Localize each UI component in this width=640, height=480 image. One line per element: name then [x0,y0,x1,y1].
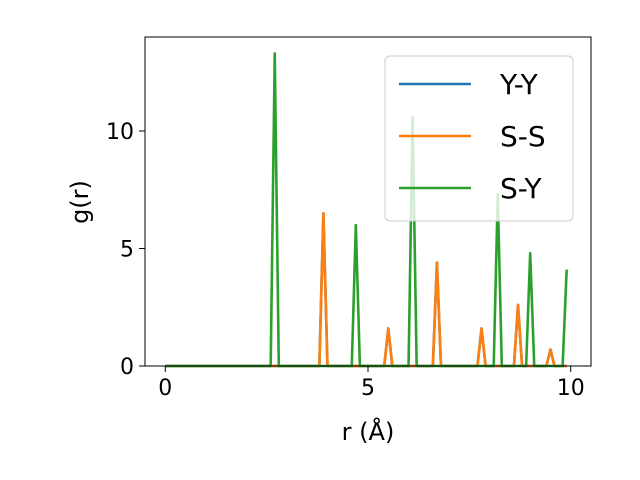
legend-label-y-y: Y-Y [499,68,539,101]
legend-items: Y-Y S-S S-Y [399,68,546,205]
x-tick-label: 10 [557,376,585,401]
legend-box [384,55,574,222]
y-tick-label: 0 [120,355,134,380]
x-axis-label: r (Å) [342,417,395,446]
legend-label-s-y: S-Y [500,172,543,205]
x-tick-label: 0 [158,376,172,401]
y-axis-label: g(r) [66,180,94,224]
y-tick-label: 5 [120,238,134,263]
x-tick-label: 5 [361,376,375,401]
legend: Y-Y S-S S-Y [384,55,574,222]
y-tick-label: 10 [106,120,134,145]
legend-label-s-s: S-S [500,120,546,153]
ticks-group: 0 5 10 0 5 10 [106,120,585,401]
series-line-s-y [165,52,568,368]
plot-frame [144,36,592,367]
